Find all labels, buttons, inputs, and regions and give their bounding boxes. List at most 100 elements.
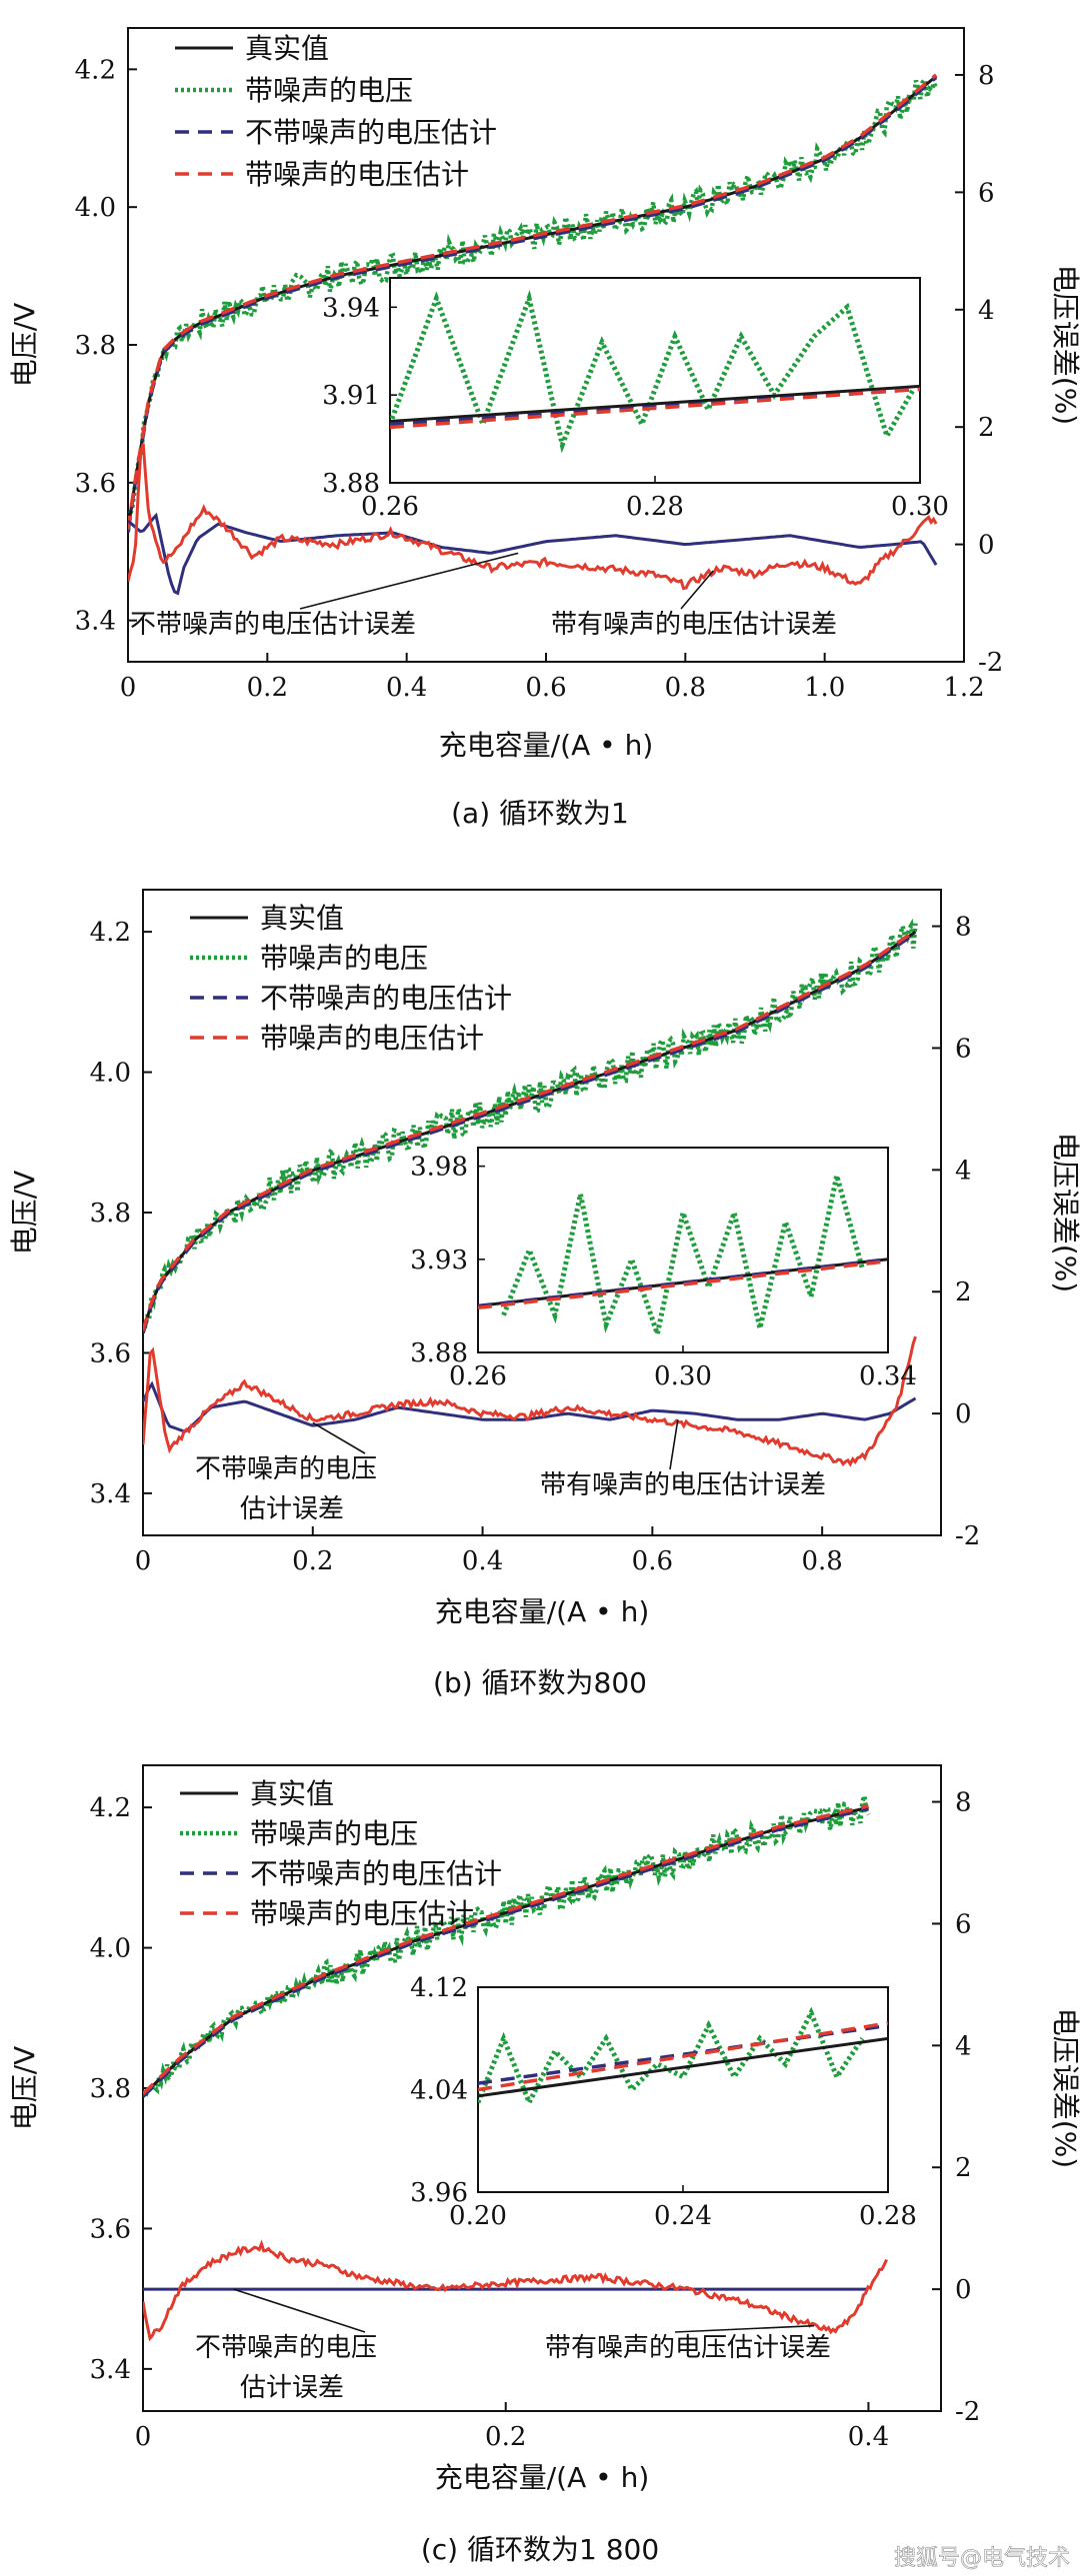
inset-x-tick-label: 0.26 (449, 1361, 507, 1391)
annotation-leader (233, 2288, 366, 2333)
inset-x-tick-label: 0.28 (859, 2201, 917, 2231)
annotation-label: 带有噪声的电压估计误差 (551, 610, 837, 640)
y-tick-label: 4.0 (90, 1059, 131, 1089)
inset-curves (478, 1175, 888, 1343)
y-tick-label: 3.8 (75, 331, 116, 361)
inset-curves (478, 2006, 888, 2109)
y-tick-label: 3.6 (90, 1338, 131, 1368)
chart-panel-1: 0 0.2 0.4 0.6 0.8 1.0 1.2 3.4 3.6 3.8 4.0 4.2 -2 0 2 4 6… (8, 27, 1080, 830)
y2-tick-label: 6 (978, 178, 995, 208)
annotation-leader (674, 2324, 815, 2333)
x-tick-label: 0.4 (848, 2422, 889, 2452)
inset-y-tick-label: 3.91 (322, 381, 380, 411)
inset-x-tick-label: 0.28 (626, 492, 684, 522)
series-noisy-voltage (128, 74, 939, 532)
y2-axis-label: 电压误差(%) (1049, 2008, 1080, 2168)
y2-tick-label: -2 (955, 1521, 980, 1551)
inset-frame (477, 1147, 889, 1353)
annotation-label: 不带噪声的电压 (195, 1454, 377, 1484)
annotation-label-line2: 估计误差 (240, 2373, 344, 2403)
chart-panel-3: 0 0.2 0.4 3.4 3.6 3.8 4.0 4.2 -2 0 2 4 6 8 充电容量/(A • h… (8, 1764, 1080, 2566)
annotation-label: 不带噪声的电压估计误差 (130, 610, 416, 640)
inset-y-tick-label: 3.93 (410, 1246, 468, 1276)
y-tick-label: 4.0 (75, 193, 116, 223)
y2-tick-label: 4 (955, 1156, 972, 1186)
series-estimate-clean (128, 76, 938, 533)
legend-label: 带噪声的电压估计 (245, 158, 469, 191)
x-tick-label: 0.4 (462, 1546, 503, 1576)
y2-tick-label: 8 (955, 1788, 972, 1818)
y-tick-label: 4.0 (90, 1934, 131, 1964)
y2-tick-label: -2 (978, 648, 1003, 678)
legend-label: 真实值 (245, 32, 329, 65)
y-axis-label: 电压/V (8, 303, 41, 388)
panel-caption: (c) 循环数为1 800 (421, 2533, 659, 2566)
y-axis-label: 电压/V (8, 1171, 41, 1256)
x-tick-label: 0.4 (386, 673, 427, 703)
legend-label: 带噪声的电压 (245, 74, 413, 107)
y2-tick-label: 0 (978, 531, 995, 561)
x-tick-label: 0 (135, 2422, 152, 2452)
legend-label: 带噪声的电压估计 (260, 1022, 484, 1055)
chart-panel-2: 0 0.2 0.4 0.6 0.8 3.4 3.6 3.8 4.0 4.2 -2 0 2 4 6 8 充电容量/… (8, 889, 1080, 1699)
inset-y-tick-label: 3.94 (322, 293, 380, 323)
annotation-leader (669, 1419, 679, 1470)
inset-x-tick-label: 0.34 (859, 1361, 917, 1391)
series-true-value (143, 1805, 869, 2097)
curves (143, 918, 918, 1467)
legend-label: 带噪声的电压估计 (250, 1897, 474, 1930)
inset-x-tick-label: 0.30 (891, 492, 949, 522)
y2-tick-label: 6 (955, 1909, 972, 1939)
x-tick-label: 0.6 (525, 673, 566, 703)
y2-tick-label: 8 (955, 913, 972, 943)
curves (143, 1794, 888, 2342)
annotation-label-line2: 估计误差 (240, 1494, 344, 1524)
panel-caption: (b) 循环数为800 (433, 1666, 647, 1699)
x-tick-label: 0.2 (247, 673, 288, 703)
inset-true-value (390, 384, 920, 423)
inset-curves (390, 289, 920, 454)
y2-tick-label: 4 (978, 296, 995, 326)
y-tick-label: 3.4 (90, 2355, 131, 2385)
x-tick-label: 0 (120, 673, 137, 703)
legend-label: 不带噪声的电压估计 (260, 982, 512, 1015)
x-tick-label: 0.8 (801, 1546, 842, 1576)
inset-estimate-noisy (390, 387, 920, 430)
inset-true-value (478, 1258, 888, 1307)
series-estimate-clean (143, 932, 917, 1334)
y2-tick-label: 6 (955, 1034, 972, 1064)
inset-true-value (478, 2036, 888, 2098)
series-error-clean (128, 512, 938, 596)
x-axis-label: 充电容量/(A • h) (435, 1595, 650, 1628)
panel-caption: (a) 循环数为1 (451, 797, 629, 830)
y2-tick-label: 2 (978, 413, 995, 443)
x-tick-label: 0 (135, 1546, 152, 1576)
inset-estimate-noisy (478, 2021, 888, 2092)
y2-tick-label: 0 (955, 1399, 972, 1429)
legend-label: 带噪声的电压 (250, 1817, 418, 1850)
y-tick-label: 3.8 (90, 2074, 131, 2104)
x-tick-label: 0.2 (292, 1546, 333, 1576)
y-tick-label: 4.2 (90, 918, 131, 948)
x-tick-label: 1.0 (804, 673, 845, 703)
y-tick-label: 3.6 (75, 469, 116, 499)
inset-y-tick-label: 4.12 (410, 1973, 468, 2003)
annotation-leader (299, 552, 519, 610)
x-tick-label: 0.6 (632, 1546, 673, 1576)
legend-label: 真实值 (250, 1777, 334, 1810)
inset-x-tick-label: 0.26 (361, 492, 419, 522)
y2-tick-label: 2 (955, 2153, 972, 2183)
y2-tick-label: 4 (955, 2031, 972, 2061)
series-error-noisy (143, 1335, 917, 1467)
inset-y-tick-label: 3.98 (410, 1153, 468, 1183)
watermark: 搜狐号@电气技术 (894, 2546, 1070, 2571)
series-error-noisy (128, 443, 938, 591)
y2-tick-label: 8 (978, 61, 995, 91)
annotation-label: 带有噪声的电压估计误差 (540, 1470, 826, 1500)
inset-frame (477, 1986, 889, 2193)
y2-axis-label: 电压误差(%) (1049, 1133, 1080, 1292)
series-noisy-voltage (143, 918, 918, 1329)
